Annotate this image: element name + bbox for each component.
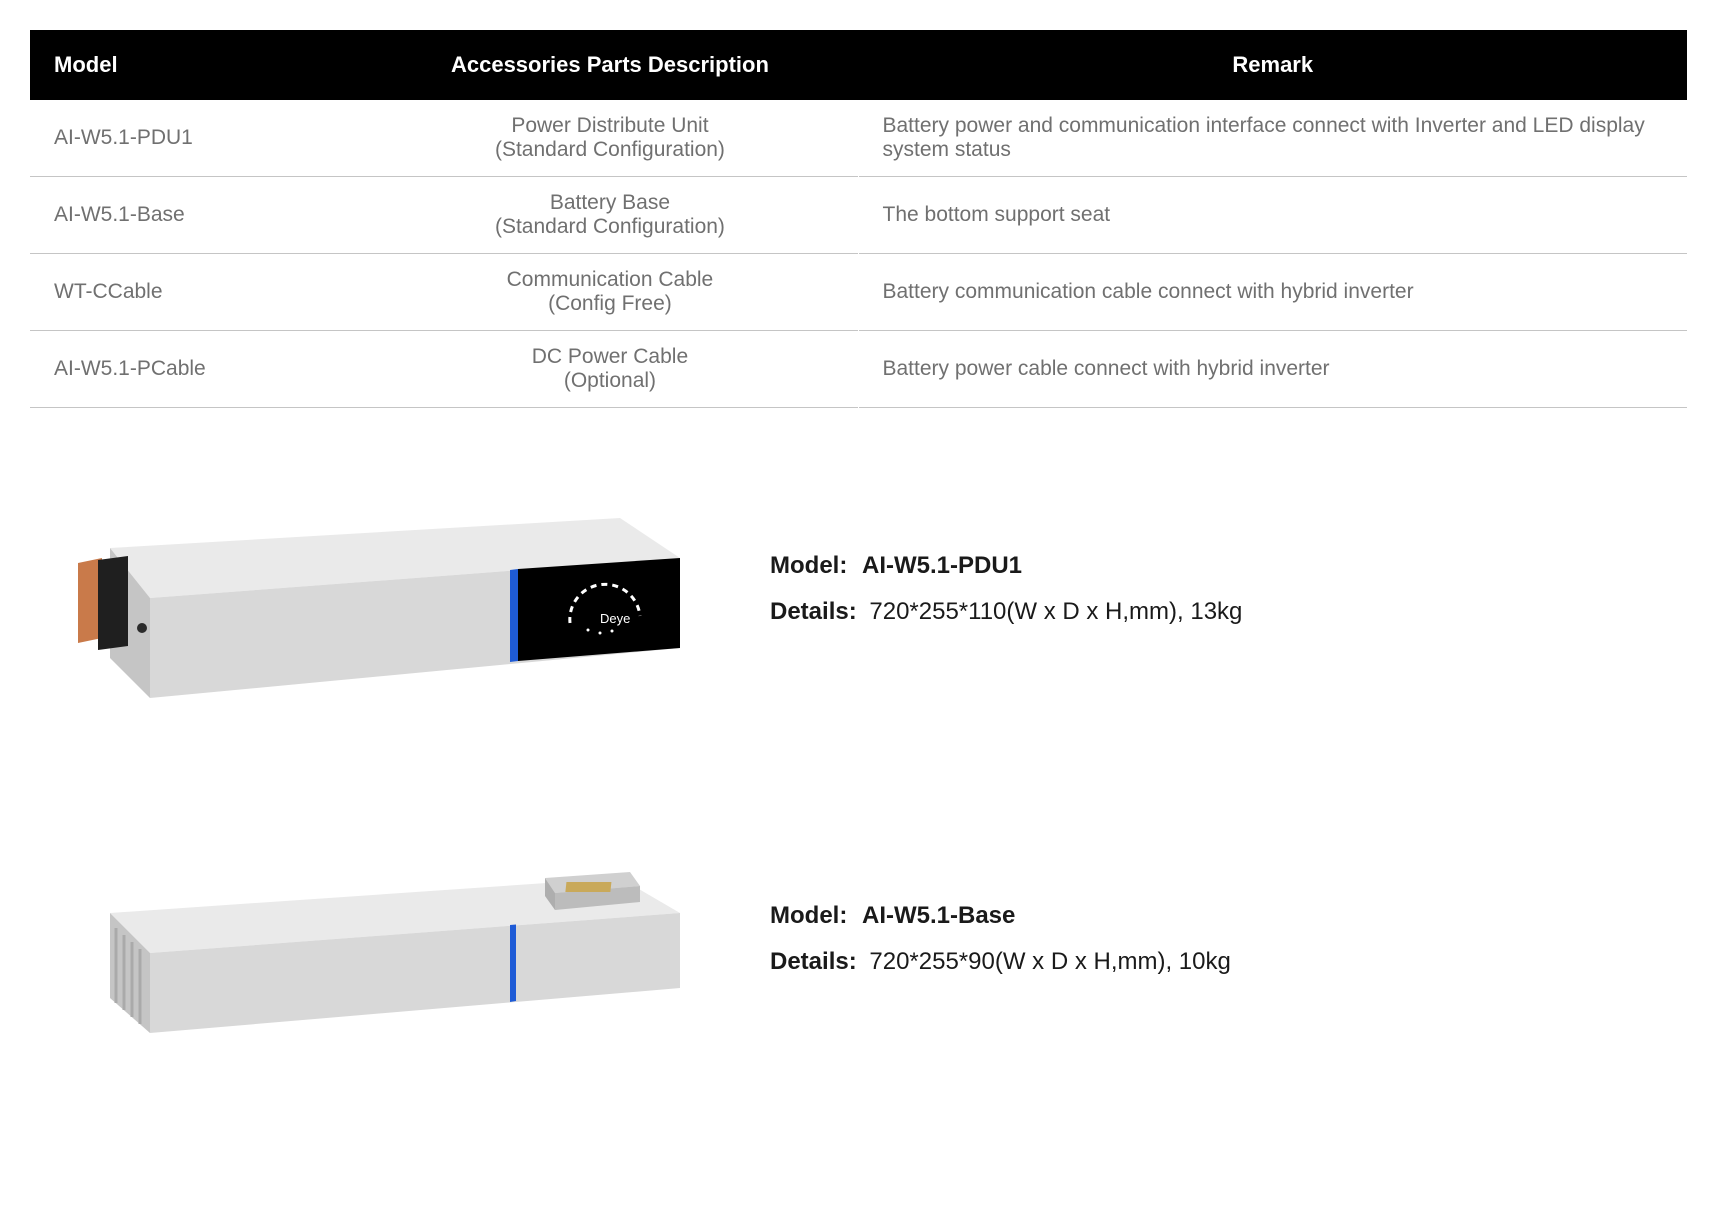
model-label: Model: bbox=[770, 552, 847, 579]
cell-model: AI-W5.1-PDU1 bbox=[30, 100, 361, 177]
cell-remark: Battery power cable connect with hybrid … bbox=[859, 331, 1688, 408]
table-row: AI-W5.1-Base Battery Base (Standard Conf… bbox=[30, 177, 1687, 254]
details-label: Details: bbox=[770, 598, 857, 625]
cell-model: AI-W5.1-Base bbox=[30, 177, 361, 254]
product-model-line: Model: AI-W5.1-Base bbox=[770, 902, 1687, 930]
desc-line1: Communication Cable bbox=[507, 268, 714, 291]
base-illustration bbox=[40, 848, 700, 1048]
model-label: Model: bbox=[770, 902, 847, 929]
cell-desc: Battery Base (Standard Configuration) bbox=[361, 177, 858, 254]
desc-line1: Battery Base bbox=[550, 191, 670, 214]
product-image-pdu1: Deye bbox=[30, 488, 710, 708]
product-details-line: Details: 720*255*90(W x D x H,mm), 10kg bbox=[770, 948, 1687, 976]
table-row: AI-W5.1-PCable DC Power Cable (Optional)… bbox=[30, 331, 1687, 408]
model-value: AI-W5.1-Base bbox=[862, 902, 1015, 929]
table-row: AI-W5.1-PDU1 Power Distribute Unit (Stan… bbox=[30, 100, 1687, 177]
product-info-base: Model: AI-W5.1-Base Details: 720*255*90(… bbox=[770, 902, 1687, 994]
table-header-row: Model Accessories Parts Description Rema… bbox=[30, 30, 1687, 100]
cell-model: AI-W5.1-PCable bbox=[30, 331, 361, 408]
product-details-line: Details: 720*255*110(W x D x H,mm), 13kg bbox=[770, 598, 1687, 626]
cell-remark: Battery communication cable connect with… bbox=[859, 254, 1688, 331]
table-row: WT-CCable Communication Cable (Config Fr… bbox=[30, 254, 1687, 331]
desc-line2: (Standard Configuration) bbox=[495, 215, 725, 238]
accessories-table: Model Accessories Parts Description Rema… bbox=[30, 30, 1687, 408]
header-desc: Accessories Parts Description bbox=[361, 30, 858, 100]
desc-line2: (Optional) bbox=[564, 369, 656, 392]
cell-model: WT-CCable bbox=[30, 254, 361, 331]
product-info-pdu1: Model: AI-W5.1-PDU1 Details: 720*255*110… bbox=[770, 552, 1687, 644]
product-section-base: Model: AI-W5.1-Base Details: 720*255*90(… bbox=[30, 848, 1687, 1048]
model-value: AI-W5.1-PDU1 bbox=[862, 552, 1022, 579]
cell-remark: The bottom support seat bbox=[859, 177, 1688, 254]
cell-remark: Battery power and communication interfac… bbox=[859, 100, 1688, 177]
desc-line1: Power Distribute Unit bbox=[511, 114, 708, 137]
header-model: Model bbox=[30, 30, 361, 100]
cell-desc: DC Power Cable (Optional) bbox=[361, 331, 858, 408]
details-value: 720*255*110(W x D x H,mm), 13kg bbox=[869, 598, 1242, 625]
header-remark: Remark bbox=[859, 30, 1688, 100]
cell-desc: Power Distribute Unit (Standard Configur… bbox=[361, 100, 858, 177]
details-label: Details: bbox=[770, 948, 857, 975]
product-section-pdu1: Deye Model: AI-W5.1-PDU1 Details: 720*25… bbox=[30, 488, 1687, 708]
product-image-base bbox=[30, 848, 710, 1048]
desc-line1: DC Power Cable bbox=[532, 345, 688, 368]
desc-line2: (Standard Configuration) bbox=[495, 138, 725, 161]
desc-line2: (Config Free) bbox=[548, 292, 672, 315]
brand-text: Deye bbox=[600, 611, 630, 626]
pdu1-illustration: Deye bbox=[40, 488, 700, 708]
product-model-line: Model: AI-W5.1-PDU1 bbox=[770, 552, 1687, 580]
cell-desc: Communication Cable (Config Free) bbox=[361, 254, 858, 331]
details-value: 720*255*90(W x D x H,mm), 10kg bbox=[869, 948, 1230, 975]
